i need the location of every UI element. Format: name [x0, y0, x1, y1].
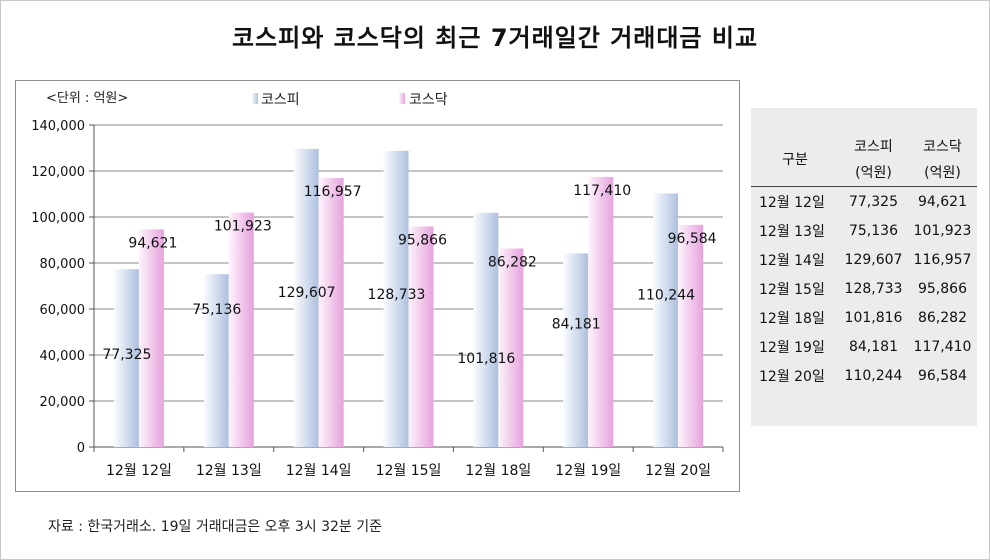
table-cell-date: 12월 14일	[759, 252, 825, 269]
table-cell-kospi: 84,181	[848, 338, 898, 355]
bar-kosdaq	[498, 248, 524, 447]
table-row: 12월 19일 84,181 117,410	[751, 332, 977, 361]
y-tick-label: 100,000	[31, 211, 85, 226]
data-label-kospi: 75,136	[192, 302, 241, 318]
bar-kosdaq	[138, 229, 164, 447]
data-label-kospi: 101,816	[457, 351, 515, 367]
x-category-label: 12월 19일	[555, 463, 621, 479]
table-cell-kospi: 128,733	[844, 280, 903, 297]
y-tick-label: 80,000	[40, 257, 86, 272]
table-cell-kospi: 75,136	[848, 222, 898, 239]
table-header-kosdaq: 코스닥	[923, 139, 962, 155]
data-table-panel: 구분 코스피 코스닥 (억원) (억원) 12월 12일 77,325 94,621…	[751, 108, 977, 426]
table-cell-kosdaq: 116,957	[913, 251, 972, 268]
table-cell-date: 12월 19일	[759, 339, 825, 356]
table-cell-kosdaq: 95,866	[917, 280, 967, 297]
chart-title: 코스피와 코스닥의 최근 7거래일간 거래대금 비교	[231, 24, 759, 52]
table-header-kospi: 코스피	[854, 139, 893, 155]
data-label-kospi: 84,181	[552, 316, 601, 332]
table-cell-kospi: 110,244	[844, 367, 903, 384]
x-category-label: 12월 12일	[106, 463, 172, 479]
y-tick-label: 140,000	[31, 119, 85, 134]
data-label-kospi: 128,733	[368, 287, 426, 303]
y-tick-label: 0	[77, 441, 85, 456]
bar-kospi	[473, 212, 499, 447]
y-tick-label: 40,000	[40, 349, 86, 364]
legend-label-kospi: 코스피	[261, 92, 300, 108]
x-category-label: 12월 13일	[196, 463, 262, 479]
unit-label: <단위 : 억원>	[46, 91, 128, 106]
bar-kosdaq	[318, 177, 344, 447]
table-cell-kosdaq: 86,282	[917, 309, 967, 326]
data-label-kospi: 110,244	[637, 287, 695, 303]
bar-kospi	[203, 274, 229, 447]
legend-label-kosdaq: 코스닥	[409, 92, 448, 108]
data-label-kosdaq: 95,866	[398, 233, 447, 249]
data-label-kosdaq: 86,282	[488, 255, 537, 271]
x-category-label: 12월 15일	[376, 463, 442, 479]
table-cell-kosdaq: 117,410	[913, 338, 972, 355]
table-cell-date: 12월 20일	[759, 368, 825, 385]
source-note: 자료 : 한국거래소. 19일 거래대금은 오후 3시 32분 기준	[48, 519, 383, 535]
bar-kosdaq	[588, 176, 614, 447]
table-cell-kosdaq: 96,584	[917, 367, 967, 384]
bar-kosdaq	[678, 224, 704, 447]
table-cell-date: 12월 15일	[759, 281, 825, 298]
x-category-label: 12월 20일	[645, 463, 711, 479]
table-header-kosdaq-unit: (억원)	[907, 160, 977, 187]
table-cell-kosdaq: 94,621	[917, 193, 967, 210]
bar-kosdaq	[408, 226, 434, 447]
y-tick-label: 60,000	[40, 303, 86, 318]
data-label-kosdaq: 117,410	[573, 183, 631, 199]
bar-kospi	[113, 269, 139, 447]
x-category-label: 12월 14일	[286, 463, 352, 479]
table-cell-kospi: 129,607	[844, 251, 903, 268]
legend-swatch-kosdaq	[399, 93, 405, 104]
table-cell-date: 12월 13일	[759, 223, 825, 240]
chart-container: <단위 : 억원> 코스피 코스닥 0 20,000 40,000 60,000 80,…	[15, 80, 740, 492]
bar-chart: <단위 : 억원> 코스피 코스닥 0 20,000 40,000 60,000 80,…	[31, 91, 724, 479]
table-header-category: 구분	[751, 134, 839, 187]
data-label-kosdaq: 94,621	[128, 235, 177, 251]
table-row: 12월 18일 101,816 86,282	[751, 303, 977, 332]
table-cell-kospi: 77,325	[848, 193, 898, 210]
data-label-kospi: 129,607	[278, 285, 336, 301]
table-cell-date: 12월 18일	[759, 310, 825, 327]
table-row: 12월 14일 129,607 116,957	[751, 245, 977, 274]
data-label-kosdaq: 96,584	[668, 231, 717, 247]
bar-kospi	[563, 253, 589, 447]
data-label-kosdaq: 101,923	[214, 219, 272, 235]
data-table: 구분 코스피 코스닥 (억원) (억원) 12월 12일 77,325 94,621…	[751, 134, 977, 390]
bar-kosdaq	[228, 212, 254, 447]
table-row: 12월 15일 128,733 95,866	[751, 274, 977, 303]
x-category-label: 12월 18일	[465, 463, 531, 479]
data-label-kospi: 77,325	[102, 347, 151, 363]
data-label-kosdaq: 116,957	[304, 184, 362, 200]
table-row: 12월 12일 77,325 94,621	[751, 187, 977, 217]
table-cell-kospi: 101,816	[844, 309, 903, 326]
bar-kospi	[653, 193, 679, 447]
table-cell-kosdaq: 101,923	[913, 222, 972, 239]
table-header-kospi-unit: (억원)	[838, 160, 908, 187]
legend-swatch-kospi	[252, 93, 258, 104]
bar-kospi	[293, 148, 319, 447]
table-row: 12월 20일 110,244 96,584	[751, 361, 977, 390]
table-row: 12월 13일 75,136 101,923	[751, 216, 977, 245]
bar-kospi	[383, 150, 409, 447]
y-tick-label: 120,000	[31, 165, 85, 180]
table-cell-date: 12월 12일	[759, 194, 825, 211]
y-tick-label: 20,000	[40, 395, 86, 410]
